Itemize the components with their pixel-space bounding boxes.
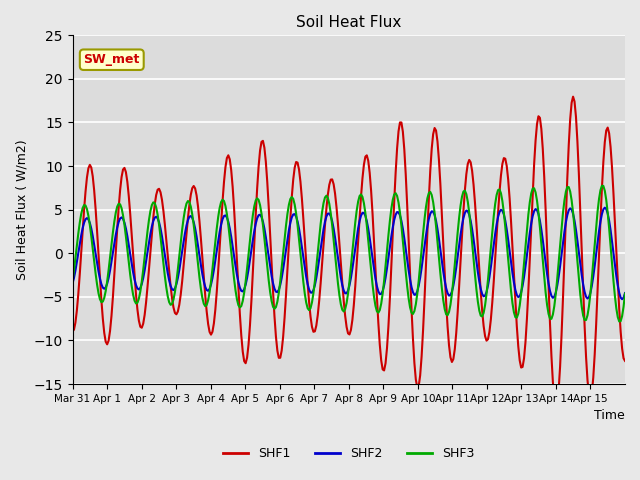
SHF2 [545, 281, 552, 287]
SHF3 [68, 278, 76, 284]
SHF1 [545, 284, 552, 289]
SHF1 [105, 338, 113, 344]
SHF1 [353, 262, 360, 267]
Line: SHF1: SHF1 [72, 96, 625, 407]
SHF2 [105, 275, 113, 281]
Title: Soil Heat Flux: Soil Heat Flux [296, 15, 401, 30]
SHF1 [68, 328, 76, 334]
SHF3 [620, 304, 627, 310]
SHF2 [353, 235, 360, 240]
SHF2 [620, 295, 627, 300]
SHF1 [88, 165, 95, 170]
SHF3 [88, 233, 95, 239]
SHF2 [601, 205, 609, 211]
SHF1 [621, 358, 629, 364]
Line: SHF2: SHF2 [72, 208, 625, 299]
SHF3 [353, 208, 360, 214]
Text: SW_met: SW_met [84, 53, 140, 66]
SHF1 [569, 94, 577, 99]
SHF2 [621, 290, 629, 296]
SHF2 [618, 296, 626, 302]
SHF3 [598, 183, 606, 189]
X-axis label: Time: Time [595, 409, 625, 422]
SHF3 [105, 267, 113, 273]
Legend: SHF1, SHF2, SHF3: SHF1, SHF2, SHF3 [218, 442, 480, 465]
SHF2 [88, 226, 95, 231]
SHF2 [463, 208, 470, 214]
Line: SHF3: SHF3 [72, 186, 625, 322]
SHF1 [552, 404, 559, 409]
SHF3 [616, 319, 623, 324]
SHF1 [620, 356, 627, 361]
Y-axis label: Soil Heat Flux ( W/m2): Soil Heat Flux ( W/m2) [15, 139, 28, 280]
SHF3 [621, 291, 629, 297]
SHF3 [545, 311, 552, 317]
SHF3 [463, 191, 470, 197]
SHF1 [463, 171, 470, 177]
SHF2 [68, 281, 76, 287]
